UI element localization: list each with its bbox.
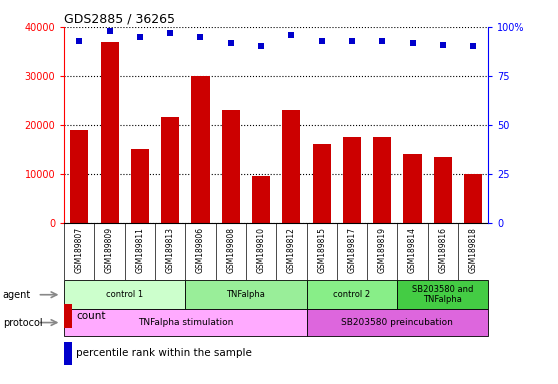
Bar [403, 154, 422, 223]
Bar [252, 176, 270, 223]
Text: TNFalpha stimulation: TNFalpha stimulation [138, 318, 233, 327]
Bar [312, 144, 331, 223]
Point [166, 30, 175, 36]
Point [105, 28, 114, 34]
Point [408, 40, 417, 46]
Point [378, 38, 387, 44]
Text: GSM189811: GSM189811 [136, 227, 145, 273]
Bar [373, 137, 391, 223]
Bar [64, 304, 71, 328]
Text: control 1: control 1 [106, 290, 143, 299]
Bar [306, 309, 488, 336]
Text: TNFalpha: TNFalpha [227, 290, 266, 299]
Text: GSM189816: GSM189816 [439, 227, 448, 273]
Bar [64, 280, 185, 309]
Point [136, 34, 145, 40]
Bar [64, 309, 306, 336]
Point [287, 31, 296, 38]
Bar [434, 157, 452, 223]
Point [317, 38, 326, 44]
Point [439, 41, 448, 48]
Bar [161, 118, 179, 223]
Bar [70, 130, 88, 223]
Bar [185, 280, 306, 309]
Text: agent: agent [3, 290, 31, 300]
Text: percentile rank within the sample: percentile rank within the sample [76, 348, 252, 358]
Text: GSM189812: GSM189812 [287, 227, 296, 273]
Text: GSM189810: GSM189810 [257, 227, 266, 273]
Point [348, 38, 357, 44]
Bar [306, 280, 397, 309]
Text: SB203580 preincubation: SB203580 preincubation [341, 318, 453, 327]
Point [75, 38, 84, 44]
Bar [222, 110, 240, 223]
Bar [191, 76, 210, 223]
Point [257, 43, 266, 50]
Text: GSM189809: GSM189809 [105, 227, 114, 273]
Text: GSM189808: GSM189808 [227, 227, 235, 273]
Bar [397, 280, 488, 309]
Bar [464, 174, 482, 223]
Bar [64, 342, 71, 365]
Bar [343, 137, 361, 223]
Bar [100, 41, 119, 223]
Text: count: count [76, 311, 105, 321]
Point [227, 40, 235, 46]
Bar [282, 110, 300, 223]
Text: GSM189806: GSM189806 [196, 227, 205, 273]
Text: GSM189818: GSM189818 [469, 227, 478, 273]
Text: GSM189815: GSM189815 [317, 227, 326, 273]
Text: control 2: control 2 [333, 290, 371, 299]
Bar [131, 149, 149, 223]
Text: GSM189807: GSM189807 [75, 227, 84, 273]
Text: GSM189819: GSM189819 [378, 227, 387, 273]
Text: GDS2885 / 36265: GDS2885 / 36265 [64, 13, 175, 26]
Text: GSM189813: GSM189813 [166, 227, 175, 273]
Text: protocol: protocol [3, 318, 42, 328]
Point [469, 43, 478, 50]
Point [196, 34, 205, 40]
Text: SB203580 and
TNFalpha: SB203580 and TNFalpha [412, 285, 474, 305]
Text: GSM189817: GSM189817 [348, 227, 357, 273]
Text: GSM189814: GSM189814 [408, 227, 417, 273]
